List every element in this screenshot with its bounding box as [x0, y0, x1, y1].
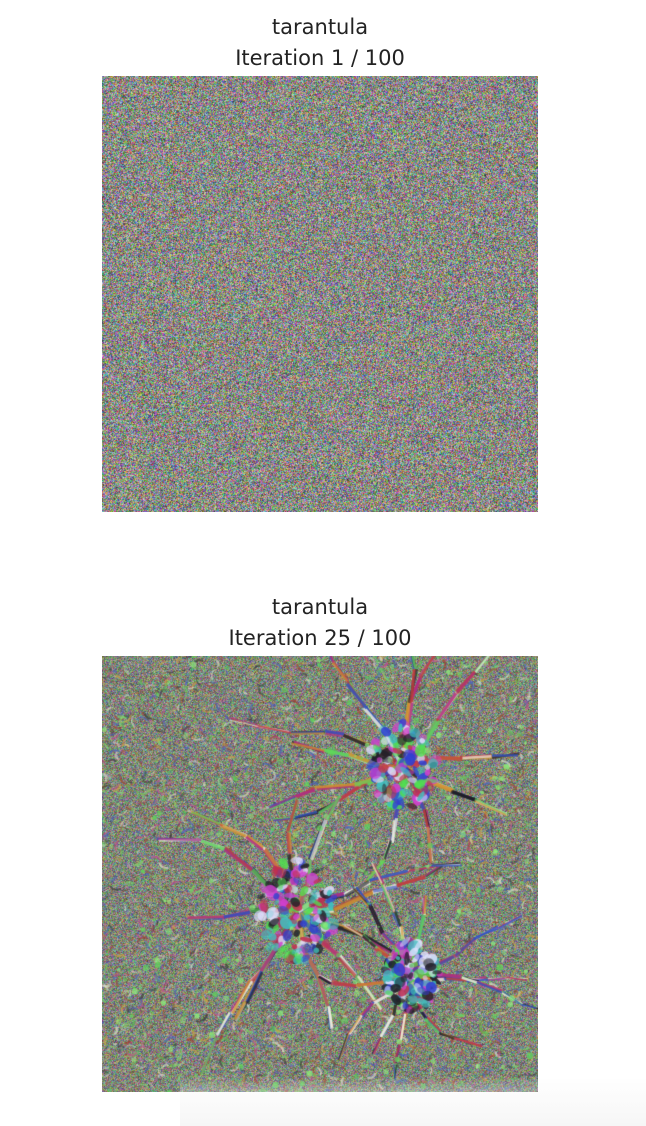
- tarantula-visualization-canvas: [102, 656, 538, 1092]
- figure-iteration-label: Iteration 1 / 100: [235, 46, 405, 70]
- tarantula-visualization-image: [102, 656, 538, 1092]
- figure-iteration-label: Iteration 25 / 100: [228, 626, 412, 650]
- noise-image-canvas: [102, 76, 538, 512]
- figure-class-label: tarantula: [271, 15, 369, 39]
- bottom-fade: [180, 1076, 646, 1126]
- figure-class-label: tarantula: [271, 595, 369, 619]
- noise-image: [102, 76, 538, 512]
